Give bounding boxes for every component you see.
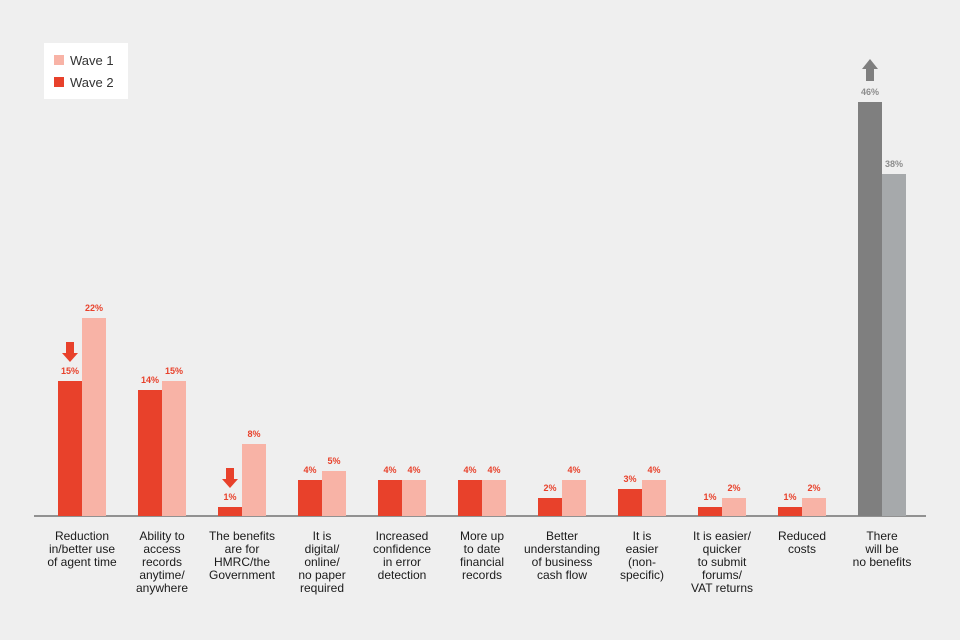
bar-wave1-0 bbox=[82, 318, 106, 516]
arrow-up-icon-10 bbox=[862, 59, 878, 81]
category-label-0: Reduction in/better use of agent time bbox=[47, 529, 117, 569]
legend-swatch-wave1 bbox=[54, 55, 64, 65]
bar-wave1-8 bbox=[722, 498, 746, 516]
category-label-7: It is easier (non-specific) bbox=[620, 529, 664, 582]
category-label-1: Ability to access records anytime/anywhere bbox=[136, 529, 188, 595]
bar-wave1-2 bbox=[242, 444, 266, 516]
bar-label-wave2-2: 1% bbox=[223, 492, 236, 502]
bar-label-wave1-0: 22% bbox=[85, 303, 103, 313]
bar-label-wave2-9: 1% bbox=[783, 492, 796, 502]
bars-group bbox=[58, 102, 906, 516]
bar-label-wave2-8: 1% bbox=[703, 492, 716, 502]
category-label-9: Reduced costs bbox=[778, 529, 826, 556]
bar-label-wave2-7: 3% bbox=[623, 474, 636, 484]
bar-wave2-0 bbox=[58, 381, 82, 516]
category-label-6: Better understanding of business cash flow bbox=[524, 529, 600, 582]
bar-wave1-4 bbox=[402, 480, 426, 516]
bar-wave1-5 bbox=[482, 480, 506, 516]
bar-label-wave2-1: 14% bbox=[141, 375, 159, 385]
bar-wave1-10 bbox=[882, 174, 906, 516]
bar-label-wave1-8: 2% bbox=[727, 483, 740, 493]
bar-wave1-3 bbox=[322, 471, 346, 516]
category-label-4: Increased confidence in error detection bbox=[373, 529, 431, 582]
bar-label-wave1-5: 4% bbox=[487, 465, 500, 475]
bar-label-wave1-6: 4% bbox=[567, 465, 580, 475]
bar-wave2-1 bbox=[138, 390, 162, 516]
bar-label-wave1-7: 4% bbox=[647, 465, 660, 475]
category-label-10: There will be no benefits bbox=[853, 529, 912, 569]
bar-label-wave2-0: 15% bbox=[61, 366, 79, 376]
bar-wave2-3 bbox=[298, 480, 322, 516]
legend-swatch-wave2 bbox=[54, 77, 64, 87]
bar-label-wave1-4: 4% bbox=[407, 465, 420, 475]
bar-wave2-10 bbox=[858, 102, 882, 516]
arrow-down-icon-0 bbox=[62, 342, 78, 362]
bar-wave2-5 bbox=[458, 480, 482, 516]
bar-wave2-6 bbox=[538, 498, 562, 516]
legend-label-wave2: Wave 2 bbox=[70, 74, 114, 90]
bar-wave2-2 bbox=[218, 507, 242, 516]
bar-label-wave1-2: 8% bbox=[247, 429, 260, 439]
bar-label-wave2-6: 2% bbox=[543, 483, 556, 493]
legend-label-wave1: Wave 1 bbox=[70, 52, 114, 68]
bar-wave2-8 bbox=[698, 507, 722, 516]
bar-label-wave2-4: 4% bbox=[383, 465, 396, 475]
bar-wave2-9 bbox=[778, 507, 802, 516]
category-label-2: The benefits are for HMRC/the Government bbox=[209, 529, 276, 582]
category-labels-group: Reduction in/better use of agent time Abili… bbox=[47, 529, 911, 595]
legend-item-wave1: Wave 1 bbox=[54, 52, 114, 68]
category-label-5: More up to date financial records bbox=[460, 529, 504, 582]
bar-label-wave1-9: 2% bbox=[807, 483, 820, 493]
bar-label-wave1-3: 5% bbox=[327, 456, 340, 466]
bar-wave2-7 bbox=[618, 489, 642, 516]
bar-wave1-9 bbox=[802, 498, 826, 516]
bar-label-wave1-10: 38% bbox=[885, 159, 903, 169]
bar-wave1-6 bbox=[562, 480, 586, 516]
arrow-down-icon-2 bbox=[222, 468, 238, 488]
bar-label-wave2-10: 46% bbox=[861, 87, 879, 97]
bar-label-wave2-5: 4% bbox=[463, 465, 476, 475]
category-label-8: It is easier/quicker to submit forums/VAT … bbox=[691, 529, 753, 595]
bar-label-wave1-1: 15% bbox=[165, 366, 183, 376]
change-arrows-group bbox=[62, 59, 878, 488]
bar-wave1-1 bbox=[162, 381, 186, 516]
bar-labels-group: 15% 22% 14% 15% 1% 8% 4% 5% 4% 4% 4% 4% 2% 4% 3% 4% 1% 2%… bbox=[61, 87, 903, 502]
bar-wave1-7 bbox=[642, 480, 666, 516]
bar-label-wave2-3: 4% bbox=[303, 465, 316, 475]
legend: Wave 1 Wave 2 bbox=[44, 43, 128, 99]
category-label-3: It is digital/online/no paper required bbox=[298, 529, 345, 595]
bar-wave2-4 bbox=[378, 480, 402, 516]
legend-item-wave2: Wave 2 bbox=[54, 74, 114, 90]
